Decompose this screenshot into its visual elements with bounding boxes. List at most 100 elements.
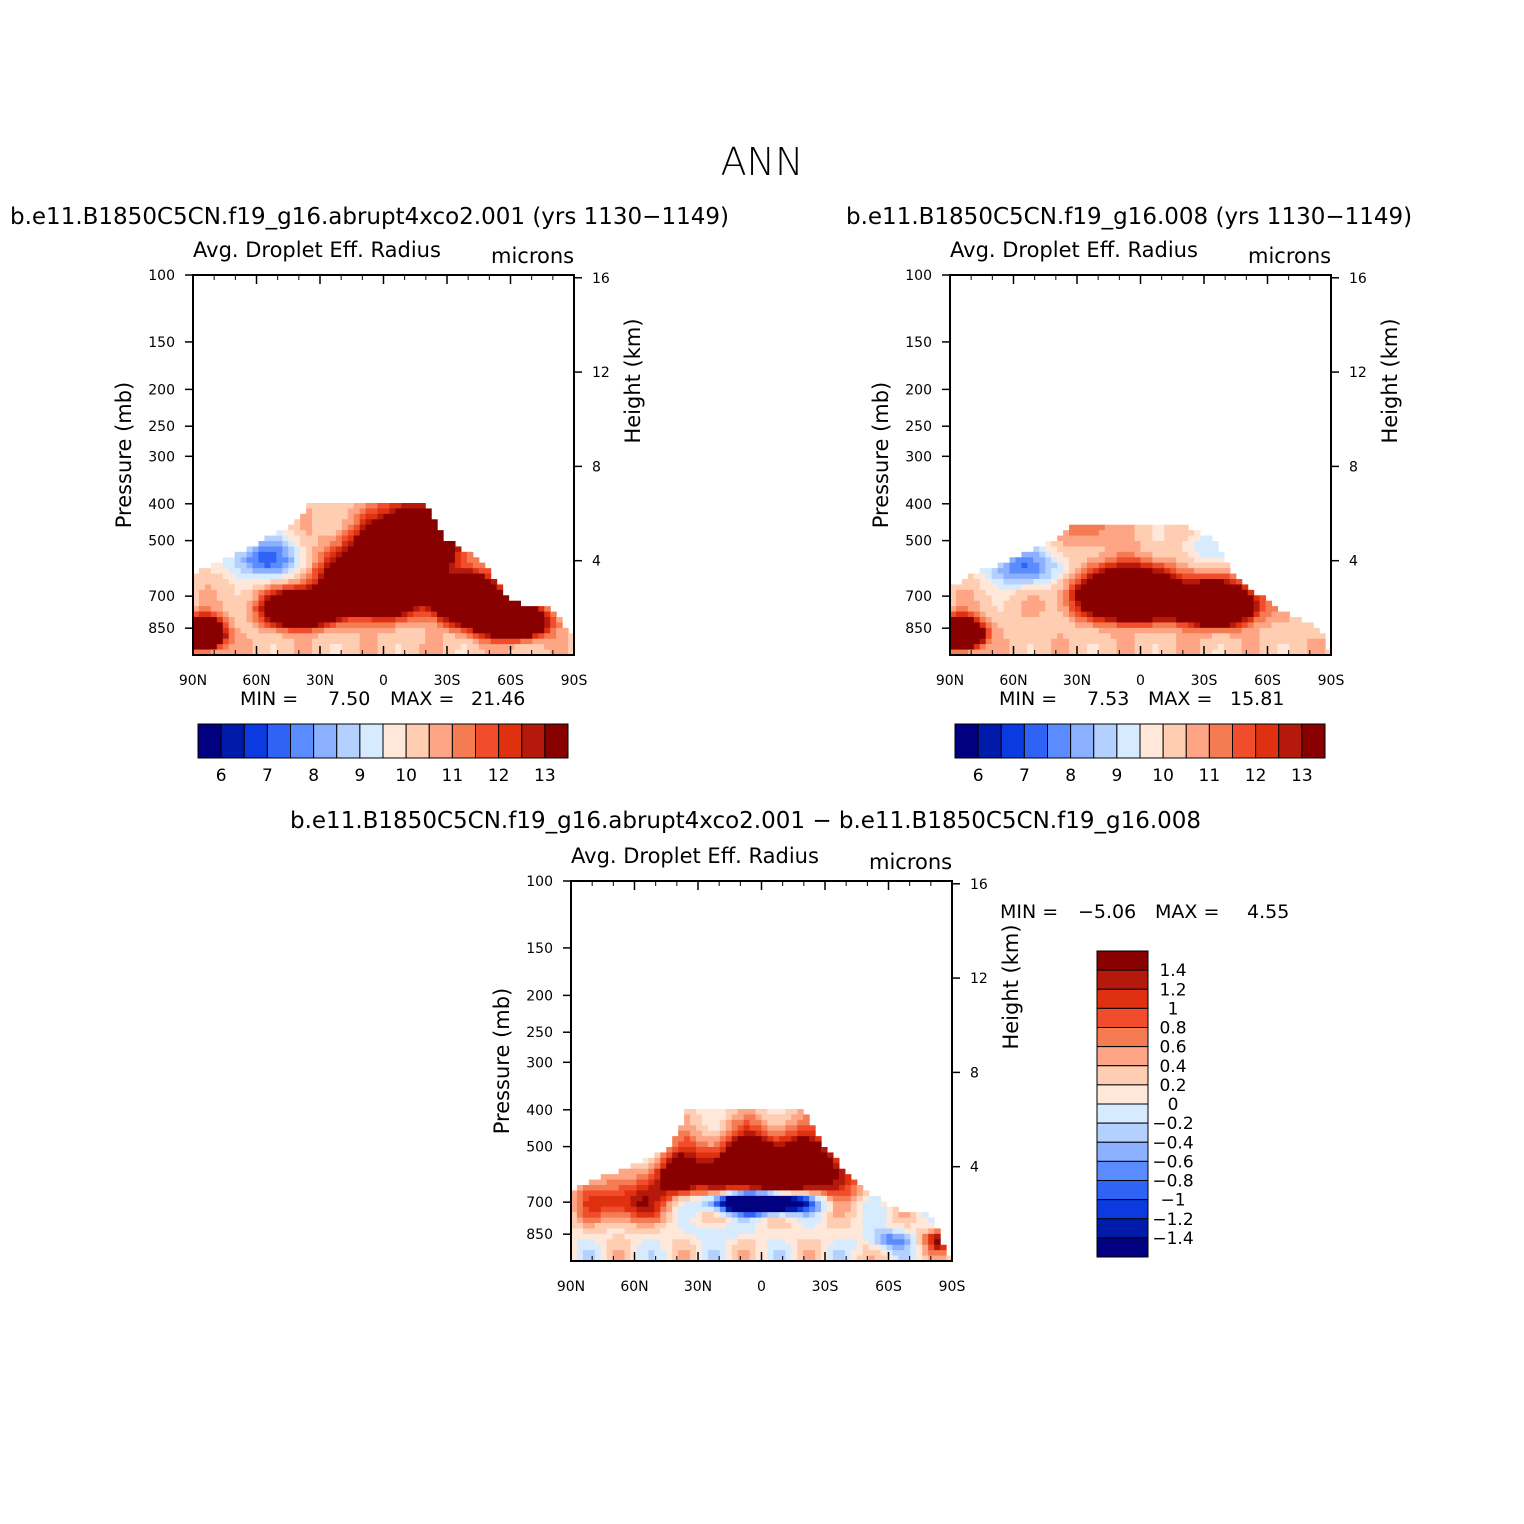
field-cell bbox=[701, 1136, 709, 1143]
field-cell bbox=[749, 1147, 757, 1154]
field-cell bbox=[1075, 638, 1082, 645]
field-cell bbox=[797, 1206, 804, 1213]
field-cell bbox=[198, 633, 206, 640]
field-cell bbox=[318, 535, 325, 542]
field-cell bbox=[1080, 573, 1088, 580]
field-cell bbox=[443, 579, 450, 586]
field-cell bbox=[985, 638, 993, 645]
field-cell bbox=[1080, 606, 1088, 613]
field-cell bbox=[312, 627, 319, 634]
field-cell bbox=[850, 1179, 858, 1186]
field-cell bbox=[359, 562, 367, 569]
field-cell bbox=[648, 1157, 655, 1164]
field-cell bbox=[648, 1163, 655, 1170]
field-cell bbox=[785, 1125, 792, 1132]
field-cell bbox=[779, 1185, 786, 1192]
field-cell bbox=[797, 1228, 804, 1235]
colorbar-label: −1 bbox=[1160, 1191, 1185, 1211]
field-cell bbox=[961, 617, 969, 624]
colorbar-label: −1.2 bbox=[1152, 1210, 1193, 1230]
y2-tick-label: 16 bbox=[592, 271, 610, 287]
field-cell bbox=[821, 1190, 828, 1197]
field-cell bbox=[785, 1163, 792, 1170]
field-cell bbox=[1307, 638, 1314, 645]
field-cell bbox=[1200, 568, 1207, 575]
field-cell bbox=[347, 589, 355, 596]
field-cell bbox=[660, 1244, 667, 1251]
field-cell bbox=[731, 1228, 739, 1235]
field-cell bbox=[571, 1217, 578, 1224]
field-cell bbox=[1152, 595, 1159, 602]
field-cell bbox=[731, 1136, 739, 1143]
field-cell bbox=[684, 1163, 691, 1170]
field-cell bbox=[967, 617, 975, 624]
field-cell bbox=[844, 1201, 852, 1208]
field-cell bbox=[270, 579, 277, 586]
field-cell bbox=[454, 617, 462, 624]
y-tick-label: 150 bbox=[148, 335, 175, 351]
field-cell bbox=[1051, 644, 1058, 651]
field-cell bbox=[719, 1228, 727, 1235]
field-cell bbox=[1211, 606, 1219, 613]
field-cell bbox=[707, 1233, 715, 1240]
field-cell bbox=[1021, 627, 1028, 634]
field-cell bbox=[985, 584, 993, 591]
field-cell bbox=[1146, 524, 1153, 531]
field-cell bbox=[654, 1212, 661, 1219]
field-cell bbox=[713, 1163, 721, 1170]
field-cell bbox=[955, 595, 963, 602]
field-cell bbox=[1247, 633, 1255, 640]
field-cell bbox=[1277, 649, 1284, 655]
field-cell bbox=[1092, 622, 1100, 629]
field-cell bbox=[950, 617, 957, 624]
field-cell bbox=[791, 1174, 798, 1181]
field-cell bbox=[318, 638, 325, 645]
field-cell bbox=[1247, 627, 1255, 634]
field-cell bbox=[353, 568, 361, 575]
field-cell bbox=[749, 1168, 757, 1175]
field-cell bbox=[1069, 638, 1076, 645]
field-cell bbox=[460, 579, 468, 586]
field-cell bbox=[1134, 600, 1142, 607]
field-cell bbox=[767, 1163, 774, 1170]
field-cell bbox=[767, 1228, 774, 1235]
field-cell bbox=[1027, 562, 1034, 569]
field-cell bbox=[666, 1223, 673, 1230]
field-cell bbox=[276, 546, 283, 553]
field-cell bbox=[785, 1233, 792, 1240]
field-cell bbox=[490, 611, 498, 618]
field-cell bbox=[898, 1255, 905, 1261]
field-cell bbox=[431, 573, 438, 580]
field-cell bbox=[803, 1250, 810, 1257]
field-cell bbox=[838, 1195, 846, 1202]
field-cell bbox=[803, 1201, 810, 1208]
field-cell bbox=[323, 644, 331, 651]
field-cell bbox=[690, 1168, 697, 1175]
field-cell bbox=[1217, 617, 1225, 624]
field-cell bbox=[1110, 600, 1118, 607]
field-cell bbox=[868, 1239, 876, 1246]
field-cell bbox=[713, 1174, 721, 1181]
field-cell bbox=[1194, 638, 1201, 645]
y2-tick-label: 16 bbox=[970, 877, 988, 893]
field-cell bbox=[401, 633, 408, 640]
field-cell bbox=[1223, 622, 1231, 629]
field-cell bbox=[1069, 584, 1076, 591]
field-cell bbox=[1045, 562, 1052, 569]
field-cell bbox=[323, 584, 331, 591]
field-cell bbox=[594, 1239, 602, 1246]
field-cell bbox=[961, 600, 969, 607]
field-cell bbox=[431, 519, 438, 526]
field-cell bbox=[961, 644, 969, 651]
field-cell bbox=[454, 627, 462, 634]
field-cell bbox=[1021, 622, 1028, 629]
field-cell bbox=[300, 649, 307, 655]
field-cell bbox=[1307, 633, 1314, 640]
field-cell bbox=[258, 573, 266, 580]
field-cell bbox=[743, 1119, 751, 1126]
field-cell bbox=[815, 1163, 822, 1170]
field-cell bbox=[791, 1190, 798, 1197]
field-cell bbox=[803, 1147, 810, 1154]
field-cell bbox=[1075, 622, 1082, 629]
field-cell bbox=[648, 1195, 655, 1202]
